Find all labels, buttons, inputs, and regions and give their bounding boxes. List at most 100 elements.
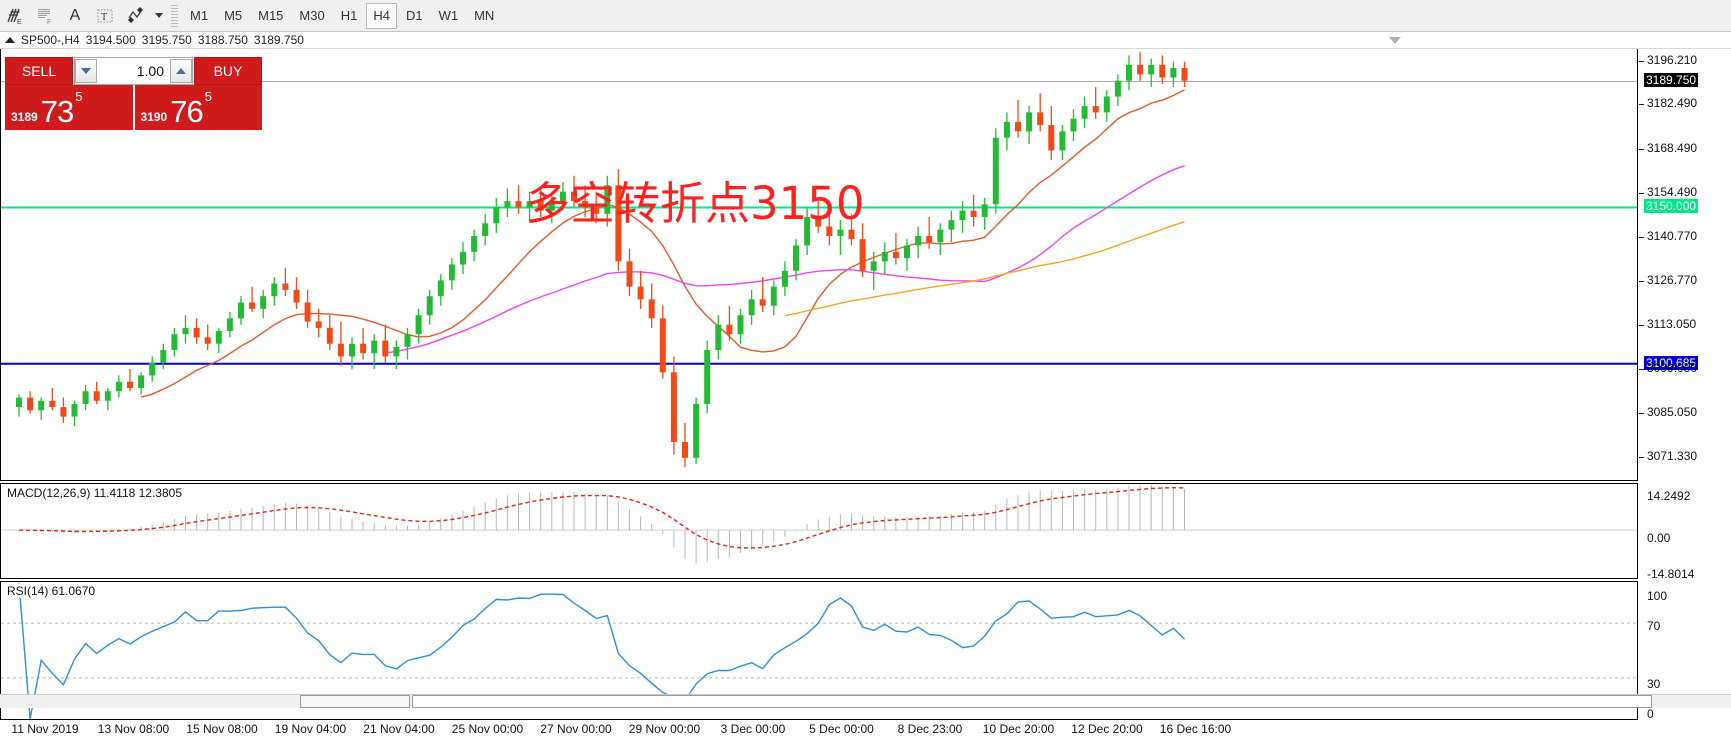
timeframe-h4[interactable]: H4 [366, 2, 397, 29]
price-axis-label: 3113.050 [1647, 316, 1697, 331]
timeframe-m30[interactable]: M30 [299, 8, 325, 23]
price-axis-tick [1639, 413, 1644, 415]
trade-panel-quotes: 3189 73 5 3190 76 5 [5, 85, 262, 130]
macd-axis-label: 14.2492 [1647, 489, 1691, 503]
price-chart-pane[interactable] [0, 49, 1638, 481]
indicators-icon[interactable]: E [0, 2, 30, 30]
rsi-axis-label: 30 [1647, 677, 1661, 691]
chevron-down-icon [81, 68, 91, 74]
timeframe-m1[interactable]: M1 [190, 8, 209, 23]
price-axis-tick [1639, 104, 1644, 106]
svg-text:F: F [47, 19, 51, 26]
price-axis-label: 3100.685 [1644, 355, 1699, 370]
symbol-timeframe-label: SP500-,H4 [21, 33, 80, 47]
volume-increment-button[interactable] [170, 59, 192, 83]
sell-price-integer: 3189 [11, 110, 38, 124]
rsi-axis-label: 0 [1647, 707, 1654, 721]
horizontal-scrollbar[interactable] [0, 694, 1731, 708]
volume-decrement-button[interactable] [75, 59, 97, 83]
timeframe-m5[interactable]: M5 [224, 8, 243, 23]
date-axis-label: 10 Dec 20:00 [982, 722, 1055, 736]
macd-pane[interactable]: MACD(12,26,9) 11.4118 12.3805 [0, 483, 1638, 579]
price-axis-label: 3196.210 [1647, 53, 1698, 67]
price-axis-tick [1639, 456, 1644, 458]
objects-icon[interactable] [120, 2, 150, 30]
price-axis-label: 3150.000 [1644, 199, 1699, 214]
one-click-trade-panel[interactable]: SELL 1.00 BUY 3189 73 5 3190 76 5 [5, 57, 262, 130]
dropdown-caret-icon[interactable] [150, 2, 166, 30]
buy-price-integer: 3190 [140, 110, 168, 124]
ohlc-open: 3194.500 [85, 33, 136, 47]
timeframe-d1[interactable]: D1 [405, 8, 423, 23]
rsi-axis-label: 70 [1647, 619, 1661, 633]
chart-annotation-text[interactable]: 多空转折点3150 [525, 177, 865, 230]
rsi-svg [1, 583, 1637, 719]
date-axis-label: 19 Nov 04:00 [274, 722, 347, 736]
sell-price-quote[interactable]: 3189 73 5 [5, 85, 133, 130]
chart-stage: MACD(12,26,9) 11.4118 12.3805 RSI(14) 61… [0, 49, 1731, 755]
price-chart-svg [1, 52, 1637, 468]
chevron-up-icon [176, 68, 186, 74]
price-axis-tick [1639, 236, 1644, 238]
timeframe-w1[interactable]: W1 [438, 8, 459, 23]
price-axis-tick [1639, 61, 1644, 62]
macd-axis-label: -14.8014 [1647, 567, 1695, 581]
trade-panel-top-row: SELL 1.00 BUY [5, 57, 262, 85]
svg-text:T: T [101, 12, 107, 23]
toolbar-separator [171, 4, 178, 27]
volume-value[interactable]: 1.00 [136, 63, 164, 79]
buy-price-main: 76 [170, 94, 203, 129]
price-axis-label: 3071.330 [1647, 448, 1698, 463]
price-axis-label: 3182.490 [1647, 96, 1698, 111]
ohlc-high: 3195.750 [141, 33, 192, 47]
price-axis-label: 3140.770 [1647, 228, 1698, 243]
price-axis-tick [1639, 148, 1644, 150]
sell-button[interactable]: SELL [5, 57, 73, 85]
volume-stepper[interactable]: 1.00 [74, 57, 193, 85]
text-icon[interactable]: A [69, 6, 81, 24]
timeframe-group: M1 M5 M15 M30 H1 H4 D1 W1 MN [183, 2, 503, 29]
buy-button[interactable]: BUY [194, 57, 262, 85]
price-axis[interactable]: 3196.210 3189.750 3182.490 3168.490 3154.490… [1639, 49, 1731, 721]
text-label-icon[interactable]: T [90, 2, 120, 30]
svg-text:E: E [17, 19, 22, 26]
buy-price-quote[interactable]: 3190 76 5 [134, 85, 262, 130]
main-toolbar: E F A T M1 M5 M15 M30 H1 H4 D1 W1 MN [0, 0, 1731, 32]
timeframe-h1[interactable]: H1 [340, 8, 358, 23]
price-axis-label: 3126.770 [1647, 273, 1698, 288]
ohlc-close: 3189.750 [253, 33, 304, 47]
date-axis-label: 27 Nov 00:00 [540, 722, 612, 736]
date-axis-label: 15 Nov 08:00 [186, 722, 258, 736]
macd-label: MACD(12,26,9) 11.4118 12.3805 [5, 486, 185, 500]
date-axis-label: 16 Dec 16:00 [1159, 722, 1232, 736]
price-axis-tick [1639, 368, 1644, 370]
price-axis-tick [1639, 281, 1644, 283]
scrollbar-thumb-left[interactable] [300, 695, 410, 708]
price-axis-tick [1639, 324, 1644, 326]
date-axis-label: 5 Dec 00:00 [809, 722, 874, 736]
price-axis-tick [1639, 193, 1644, 195]
price-axis-label: 3085.050 [1647, 405, 1698, 420]
date-axis-label: 13 Nov 08:00 [97, 722, 170, 736]
scrollbar-thumb-main[interactable] [412, 695, 1652, 708]
templates-icon[interactable]: F [30, 2, 60, 30]
date-axis: 11 Nov 2019 13 Nov 08:00 15 Nov 08:00 19 No… [0, 720, 1638, 742]
price-axis-label: 3168.490 [1647, 140, 1698, 155]
timeframe-m15[interactable]: M15 [258, 8, 284, 23]
sell-price-main: 73 [40, 94, 74, 129]
symbol-info-bar: SP500-,H4 3194.500 3195.750 3188.750 318… [0, 32, 1731, 49]
macd-svg [1, 484, 1637, 564]
collapse-triangle-icon[interactable] [5, 37, 15, 43]
buy-price-fraction: 5 [204, 89, 212, 104]
date-axis-label: 12 Dec 20:00 [1071, 722, 1143, 736]
macd-axis-label: 0.00 [1647, 531, 1671, 545]
date-axis-label: 25 Nov 00:00 [451, 722, 524, 736]
price-axis-label: 3189.750 [1644, 73, 1699, 88]
date-axis-label: 8 Dec 23:00 [897, 722, 963, 736]
date-axis-label: 21 Nov 04:00 [363, 722, 435, 736]
timeframe-mn[interactable]: MN [474, 8, 495, 23]
price-axis-label: 3099.050 [1647, 360, 1698, 375]
price-axis-label: 3154.490 [1647, 185, 1698, 200]
chart-menu-triangle-icon[interactable] [1389, 37, 1401, 44]
rsi-label: RSI(14) 61.0670 [5, 584, 98, 598]
